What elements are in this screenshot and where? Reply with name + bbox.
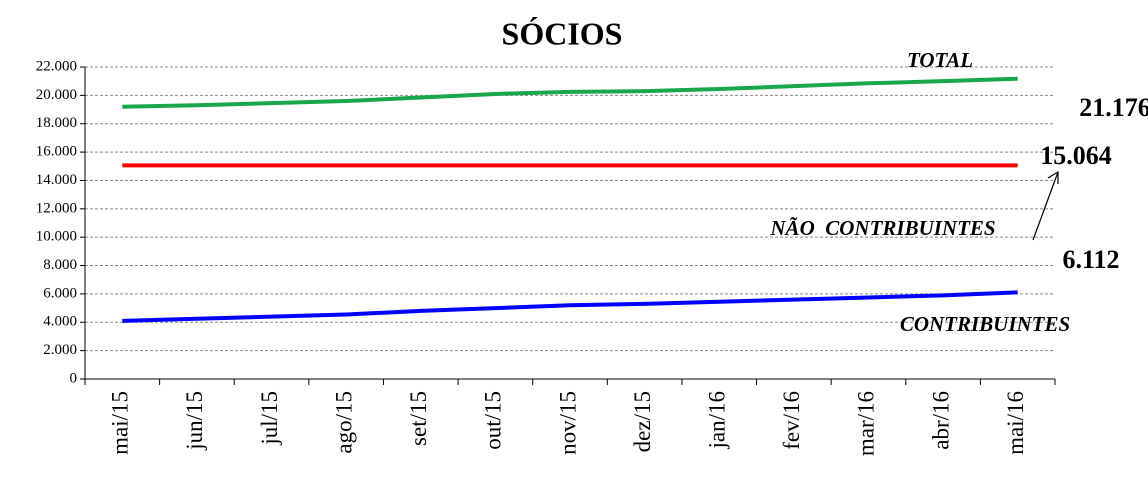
arrow-head <box>1047 170 1059 184</box>
y-tick-label: 20.000 <box>36 87 77 103</box>
series-label: CONTRIBUINTES <box>900 312 1070 336</box>
y-tick-label: 16.000 <box>36 144 77 160</box>
y-tick-label: 14.000 <box>36 172 77 188</box>
series-label: TOTAL <box>907 48 973 72</box>
y-tick-label: 6.000 <box>43 285 77 301</box>
value-label: 6.112 <box>1062 245 1119 274</box>
x-tick-label: jun/15 <box>182 391 207 451</box>
x-tick-label: set/15 <box>406 391 431 446</box>
x-tick-label: fev/16 <box>779 391 804 450</box>
y-tick-label: 22.000 <box>36 58 77 74</box>
x-tick-label: abr/16 <box>928 391 953 450</box>
series-label: NÃO CONTRIBUINTES <box>769 216 995 240</box>
y-tick-label: 10.000 <box>36 229 77 245</box>
y-tick-label: 0 <box>70 370 78 386</box>
value-label: 15.064 <box>1040 141 1112 170</box>
y-tick-label: 4.000 <box>43 314 77 330</box>
x-tick-label: mar/16 <box>854 391 879 456</box>
chart-title: SÓCIOS <box>502 15 623 51</box>
series-line <box>122 290 1018 323</box>
arrow <box>1032 171 1059 241</box>
y-tick-label: 2.000 <box>43 342 77 358</box>
x-tick-label: ago/15 <box>331 391 356 454</box>
x-tick-label: jul/15 <box>257 391 282 446</box>
series-line <box>122 76 1018 109</box>
y-tick-label: 8.000 <box>43 257 77 273</box>
value-label: 21.176 <box>1079 93 1148 122</box>
y-tick-label: 12.000 <box>36 200 77 216</box>
x-tick-label: nov/15 <box>555 391 580 455</box>
x-tick-label: dez/15 <box>630 391 655 452</box>
x-tick-label: jan/16 <box>705 391 730 450</box>
x-tick-label: mai/15 <box>108 391 133 455</box>
y-tick-label: 18.000 <box>36 115 77 131</box>
x-tick-label: out/15 <box>481 391 506 450</box>
x-tick-label: mai/16 <box>1003 391 1028 455</box>
